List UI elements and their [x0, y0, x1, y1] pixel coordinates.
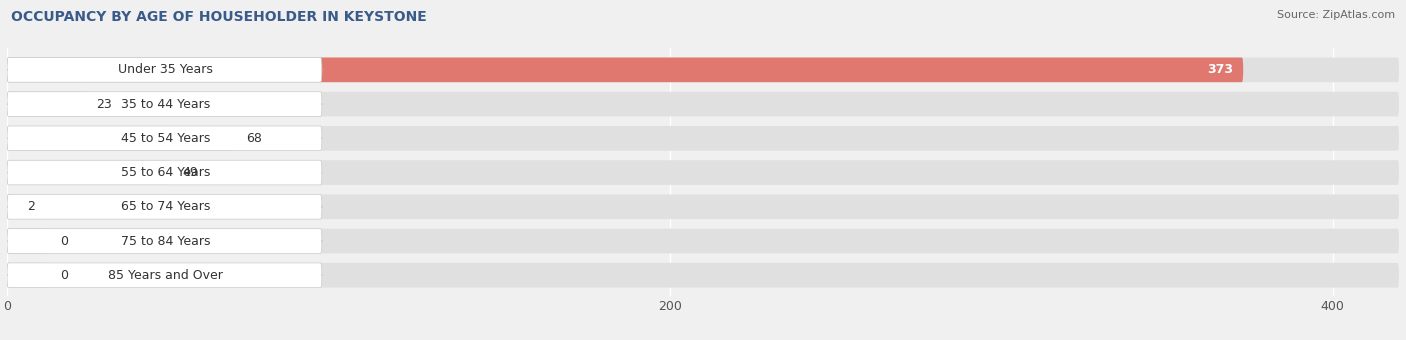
Text: 49: 49: [183, 166, 198, 179]
Text: 85 Years and Over: 85 Years and Over: [108, 269, 224, 282]
FancyBboxPatch shape: [7, 92, 322, 116]
Text: 0: 0: [60, 269, 67, 282]
FancyBboxPatch shape: [7, 57, 1243, 82]
FancyBboxPatch shape: [7, 263, 46, 288]
FancyBboxPatch shape: [7, 160, 1399, 185]
FancyBboxPatch shape: [7, 229, 322, 253]
FancyBboxPatch shape: [7, 160, 170, 185]
Text: 68: 68: [246, 132, 262, 145]
Text: 2: 2: [27, 200, 35, 213]
FancyBboxPatch shape: [7, 126, 1399, 151]
FancyBboxPatch shape: [7, 194, 14, 219]
FancyBboxPatch shape: [7, 126, 232, 151]
FancyBboxPatch shape: [7, 263, 1399, 288]
Text: 373: 373: [1208, 63, 1233, 76]
FancyBboxPatch shape: [7, 229, 46, 253]
FancyBboxPatch shape: [7, 126, 322, 151]
Text: OCCUPANCY BY AGE OF HOUSEHOLDER IN KEYSTONE: OCCUPANCY BY AGE OF HOUSEHOLDER IN KEYST…: [11, 10, 427, 24]
Text: 75 to 84 Years: 75 to 84 Years: [121, 235, 211, 248]
Text: 35 to 44 Years: 35 to 44 Years: [121, 98, 211, 111]
Text: Under 35 Years: Under 35 Years: [118, 63, 214, 76]
FancyBboxPatch shape: [7, 57, 1399, 82]
FancyBboxPatch shape: [7, 92, 83, 116]
Text: Source: ZipAtlas.com: Source: ZipAtlas.com: [1277, 10, 1395, 20]
FancyBboxPatch shape: [7, 194, 322, 219]
Text: 55 to 64 Years: 55 to 64 Years: [121, 166, 211, 179]
FancyBboxPatch shape: [7, 263, 322, 288]
FancyBboxPatch shape: [7, 194, 1399, 219]
FancyBboxPatch shape: [7, 160, 322, 185]
Text: 65 to 74 Years: 65 to 74 Years: [121, 200, 211, 213]
Text: 45 to 54 Years: 45 to 54 Years: [121, 132, 211, 145]
Text: 23: 23: [97, 98, 112, 111]
FancyBboxPatch shape: [7, 57, 322, 82]
Text: 0: 0: [60, 235, 67, 248]
FancyBboxPatch shape: [7, 92, 1399, 116]
FancyBboxPatch shape: [7, 229, 1399, 253]
